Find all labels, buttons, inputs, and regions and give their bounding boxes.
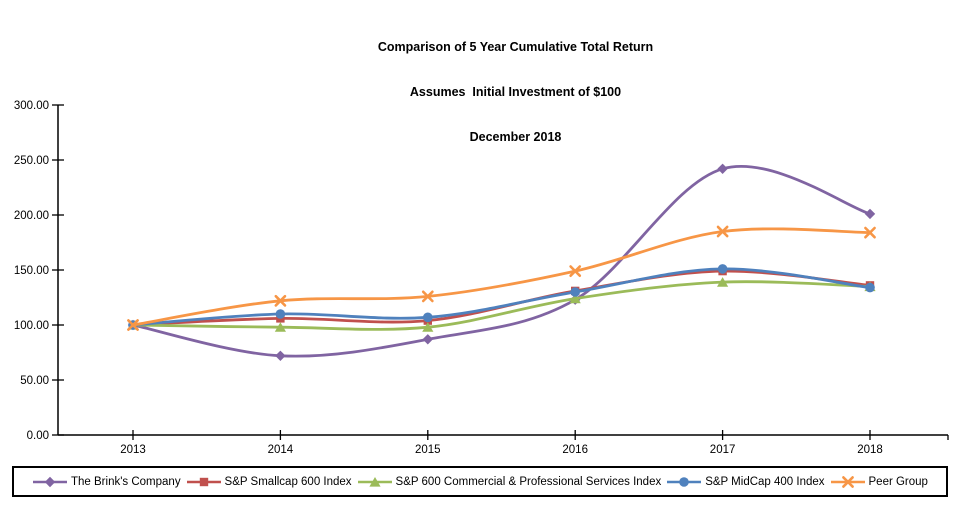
y-tick-label: 200.00 (14, 210, 49, 222)
data-point-triangle (717, 277, 729, 287)
x-tick-label: 2017 (710, 444, 736, 456)
data-point-x (421, 290, 434, 303)
data-point-x (841, 475, 854, 488)
series-1 (128, 266, 875, 330)
data-point-triangle (274, 322, 286, 332)
y-tick-label: 50.00 (20, 375, 49, 387)
data-point-triangle (422, 322, 434, 332)
y-tick-label: 250.00 (14, 155, 49, 167)
data-point-x (127, 319, 139, 331)
data-point-x (716, 225, 729, 238)
legend-item-3: S&P MidCap 400 Index (666, 475, 825, 489)
y-tick-label: 0.00 (27, 430, 49, 442)
legend-item-1: S&P Smallcap 600 Index (186, 475, 352, 489)
chart-title-line2: Assumes Initial Investment of $100 (409, 85, 622, 99)
series-line (131, 227, 872, 327)
chart-title: Comparison of 5 Year Cumulative Total Re… (0, 10, 961, 160)
plot-area: 0.00 50.00 100.00 150.00 200.00 250.00 300.00 2… (14, 100, 949, 456)
legend-item-0: The Brink's Company (32, 475, 181, 489)
data-point-x (274, 294, 287, 307)
chart-title-line3: December 2018 (469, 130, 562, 144)
legend-swatch-triangle-icon (357, 476, 392, 487)
data-point-circle (275, 309, 286, 319)
data-point-triangle (569, 293, 581, 304)
data-point-circle (423, 312, 433, 323)
data-point-circle (679, 476, 689, 487)
legend-swatch-square-icon (186, 477, 221, 486)
data-point-diamond (275, 350, 286, 361)
data-point-circle (570, 287, 580, 297)
x-tick-label: 2015 (415, 444, 441, 456)
data-point-diamond (864, 208, 876, 220)
y-tick-label: 300.00 (14, 100, 49, 112)
x-tick-label: 2018 (857, 444, 883, 456)
series-4 (127, 225, 876, 331)
x-tick-label: 2013 (120, 444, 146, 456)
data-point-diamond (422, 334, 433, 345)
series-line (131, 280, 872, 331)
legend-item-4: Peer Group (830, 475, 928, 489)
y-tick-label: 100.00 (14, 320, 49, 332)
data-point-x (569, 265, 582, 278)
legend-swatch-x-icon (830, 475, 865, 488)
data-point-diamond (717, 163, 728, 174)
x-tick-label: 2016 (562, 444, 588, 456)
legend: The Brink's Company S&P Smallcap 600 Inde… (12, 466, 948, 497)
series-0 (127, 163, 876, 361)
data-point-circle (717, 264, 728, 274)
y-tick-label: 150.00 (14, 265, 49, 277)
legend-item-2: S&P 600 Commercial & Professional Servic… (357, 475, 662, 489)
legend-swatch-circle-icon (667, 476, 702, 487)
data-point-square (199, 477, 208, 486)
chart-title-line1: Comparison of 5 Year Cumulative Total Re… (377, 40, 654, 54)
legend-label: S&P MidCap 400 Index (705, 475, 825, 488)
data-point-diamond (44, 476, 56, 487)
x-tick-label: 2014 (268, 444, 294, 456)
series-line (131, 165, 872, 358)
legend-label: The Brink's Company (71, 475, 181, 488)
series-line (131, 267, 872, 327)
data-point-circle (865, 282, 875, 293)
data-point-x (864, 226, 876, 239)
legend-label: S&P 600 Commercial & Professional Servic… (395, 475, 662, 488)
legend-label: Peer Group (868, 475, 928, 488)
legend-swatch-diamond-icon (33, 476, 67, 487)
legend-label: S&P Smallcap 600 Index (224, 475, 352, 488)
data-point-triangle (368, 476, 381, 487)
